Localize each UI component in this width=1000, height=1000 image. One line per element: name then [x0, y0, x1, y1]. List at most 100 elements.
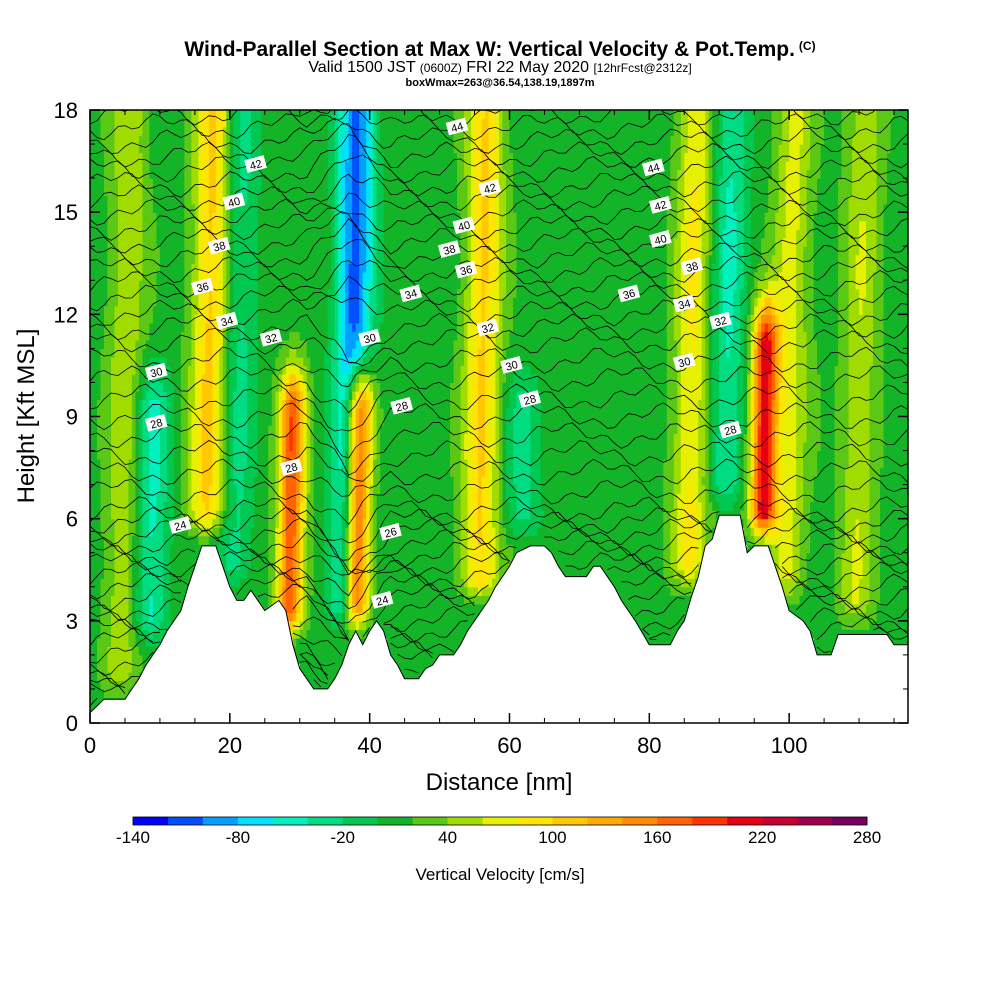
velocity-cell: [289, 484, 294, 494]
velocity-cell: [355, 118, 360, 128]
velocity-cell: [117, 637, 123, 647]
velocity-cell: [229, 212, 234, 222]
velocity-cell: [250, 237, 255, 247]
velocity-cell: [348, 169, 353, 179]
velocity-cell: [128, 680, 133, 690]
velocity-cell: [110, 169, 116, 179]
velocity-cell: [138, 305, 144, 315]
velocity-cell: [142, 331, 147, 341]
velocity-cell: [338, 654, 343, 665]
velocity-cell: [138, 254, 144, 264]
velocity-cell: [240, 246, 245, 256]
velocity-cell: [320, 178, 325, 188]
velocity-cell: [327, 186, 332, 196]
velocity-cell: [117, 195, 123, 205]
velocity-cell: [191, 442, 196, 452]
velocity-cell: [345, 195, 350, 205]
velocity-cell: [149, 544, 154, 554]
velocity-cell: [292, 152, 297, 162]
velocity-cell: [194, 305, 199, 315]
velocity-cell: [100, 195, 105, 205]
velocity-cell: [121, 493, 126, 503]
velocity-cell: [163, 527, 168, 537]
velocity-cell: [261, 416, 266, 426]
velocity-cell: [271, 220, 276, 230]
velocity-cell: [110, 373, 116, 384]
velocity-cell: [285, 220, 290, 230]
velocity-cell: [327, 314, 332, 324]
velocity-cell: [100, 144, 105, 154]
velocity-cell: [306, 595, 311, 605]
velocity-cell: [355, 331, 360, 341]
velocity-cell: [355, 186, 360, 196]
velocity-cell: [366, 501, 371, 511]
velocity-cell: [233, 203, 238, 213]
velocity-cell: [208, 305, 213, 315]
velocity-cell: [138, 280, 144, 290]
velocity-cell: [226, 229, 231, 239]
velocity-cell: [194, 425, 199, 435]
velocity-cell: [250, 527, 255, 537]
velocity-cell: [292, 637, 297, 647]
velocity-cell: [355, 314, 360, 324]
velocity-cell: [303, 544, 308, 554]
velocity-cell: [177, 195, 182, 205]
velocity-cell: [327, 161, 332, 171]
velocity-cell: [198, 433, 203, 443]
velocity-cell: [90, 382, 95, 392]
velocity-cell: [261, 373, 266, 384]
velocity-cell: [278, 348, 283, 358]
velocity-cell: [96, 493, 102, 503]
velocity-cell: [110, 688, 116, 699]
velocity-cell: [180, 348, 185, 358]
velocity-cell: [366, 212, 371, 222]
velocity-cell: [285, 305, 290, 315]
velocity-cell: [156, 246, 161, 256]
velocity-cell: [310, 348, 315, 358]
velocity-cell: [282, 144, 287, 154]
velocity-cell: [355, 237, 360, 247]
velocity-cell: [100, 510, 105, 520]
velocity-cell: [236, 578, 241, 588]
velocity-cell: [334, 442, 339, 452]
velocity-cell: [128, 390, 133, 401]
velocity-cell: [292, 169, 297, 179]
velocity-cell: [93, 373, 98, 384]
velocity-cell: [313, 552, 318, 562]
velocity-cell: [348, 569, 353, 579]
velocity-cell: [324, 493, 329, 503]
velocity-cell: [135, 407, 140, 418]
velocity-cell: [100, 407, 105, 418]
velocity-cell: [173, 110, 178, 120]
velocity-cell: [117, 552, 123, 562]
velocity-cell: [303, 620, 308, 630]
velocity-cell: [149, 390, 154, 401]
velocity-cell: [229, 544, 234, 554]
velocity-cell: [121, 586, 126, 596]
velocity-cell: [131, 399, 137, 409]
velocity-cell: [261, 169, 266, 179]
velocity-cell: [96, 203, 102, 213]
velocity-cell: [184, 314, 189, 324]
velocity-cell: [187, 246, 192, 256]
velocity-cell: [229, 161, 234, 171]
velocity-cell: [282, 365, 287, 375]
velocity-cell: [296, 552, 301, 562]
velocity-cell: [254, 484, 259, 494]
velocity-cell: [310, 433, 315, 443]
velocity-cell: [121, 288, 126, 298]
velocity-cell: [163, 110, 168, 120]
velocity-cell: [187, 552, 192, 562]
velocity-cell: [338, 407, 343, 418]
velocity-cell: [310, 620, 315, 630]
velocity-cell: [187, 322, 192, 332]
velocity-cell: [275, 586, 280, 596]
velocity-cell: [128, 229, 133, 239]
velocity-cell: [103, 305, 109, 315]
velocity-cell: [149, 305, 154, 315]
velocity-cell: [166, 152, 172, 162]
velocity-cell: [345, 595, 350, 605]
velocity-cell: [177, 212, 182, 222]
velocity-cell: [345, 578, 350, 588]
velocity-cell: [275, 484, 280, 494]
